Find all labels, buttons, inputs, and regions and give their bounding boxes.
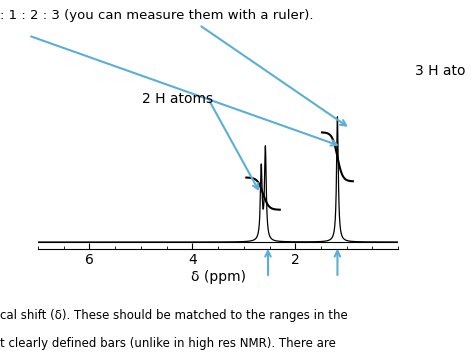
Text: 3 H ato: 3 H ato [415,64,465,78]
X-axis label: δ (ppm): δ (ppm) [191,270,246,284]
Text: : 1 : 2 : 3 (you can measure them with a ruler).: : 1 : 2 : 3 (you can measure them with a… [0,9,313,22]
Text: 2 H atoms: 2 H atoms [142,92,213,106]
Text: t clearly defined bars (unlike in high res NMR). There are: t clearly defined bars (unlike in high r… [0,337,336,350]
Text: cal shift (δ). These should be matched to the ranges in the: cal shift (δ). These should be matched t… [0,309,348,322]
